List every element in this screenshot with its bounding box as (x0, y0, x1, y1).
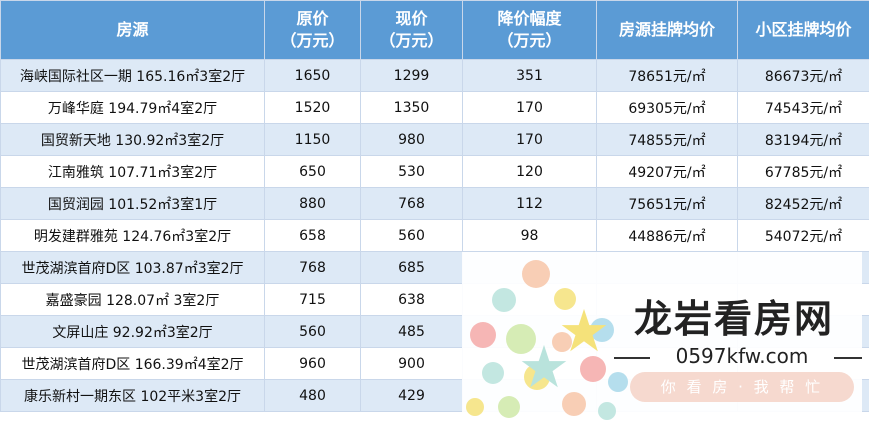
header-current-price: 现价 （万元） (360, 0, 463, 60)
cell-price-drop: 170 (462, 123, 597, 156)
cell-original-price: 880 (264, 187, 361, 220)
watermark-dot (492, 288, 516, 312)
cell-current-price: 1350 (360, 91, 463, 124)
cell-property: 江南雅筑 107.71㎡3室2厅 (0, 155, 265, 188)
cell-property: 国贸润园 101.52㎡3室1厅 (0, 187, 265, 220)
cell-original-price: 960 (264, 347, 361, 380)
cell-current-price: 485 (360, 315, 463, 348)
cell-listing-avg: 44886元/㎡ (596, 219, 738, 252)
cell-original-price: 658 (264, 219, 361, 252)
cell-property: 明发建群雅苑 124.76㎡3室2厅 (0, 219, 265, 252)
table-row: 国贸新天地 130.92㎡3室2厅 1150 980 170 74855元/㎡ 83194… (0, 123, 869, 156)
watermark-slogan: 你 看 房 · 我 帮 忙 (630, 372, 854, 402)
watermark-dot (522, 260, 550, 288)
table-row: 明发建群雅苑 124.76㎡3室2厅 658 560 98 44886元/㎡ 54072元… (0, 219, 869, 252)
table-row: 国贸润园 101.52㎡3室1厅 880 768 112 75651元/㎡ 82452元/… (0, 187, 869, 220)
cell-original-price: 560 (264, 315, 361, 348)
cell-listing-avg: 75651元/㎡ (596, 187, 738, 220)
cell-property: 海峡国际社区一期 165.16㎡3室2厅 (0, 59, 265, 92)
cell-property: 万峰华庭 194.79㎡4室2厅 (0, 91, 265, 124)
cell-original-price: 1150 (264, 123, 361, 156)
watermark-dot (608, 372, 628, 392)
watermark-dot (482, 362, 504, 384)
watermark-title: 龙岩看房网 (634, 297, 835, 341)
watermark-dot (552, 332, 572, 352)
cell-community-avg: 83194元/㎡ (737, 123, 869, 156)
watermark-dot (598, 402, 616, 420)
header-price-drop: 降价幅度 （万元） (462, 0, 597, 60)
header-listing-avg: 房源挂牌均价 (596, 0, 738, 60)
cell-price-drop: 120 (462, 155, 597, 188)
cell-current-price: 530 (360, 155, 463, 188)
watermark-dot (524, 364, 550, 390)
cell-original-price: 1520 (264, 91, 361, 124)
header-property: 房源 (0, 0, 265, 60)
watermark-dot (498, 396, 520, 418)
cell-current-price: 685 (360, 251, 463, 284)
cell-current-price: 560 (360, 219, 463, 252)
cell-original-price: 480 (264, 379, 361, 412)
cell-listing-avg: 78651元/㎡ (596, 59, 738, 92)
watermark-url: 0597kfw.com (614, 344, 862, 368)
cell-current-price: 768 (360, 187, 463, 220)
table-header-row: 房源 原价 （万元） 现价 （万元） 降价幅度 （万元） 房源挂牌均价 小区挂牌均价 (0, 0, 869, 60)
watermark-overlay: ★ ★ 龙岩看房网 0597kfw.com 你 看 房 · 我 帮 忙 (462, 252, 862, 424)
cell-current-price: 429 (360, 379, 463, 412)
cell-current-price: 638 (360, 283, 463, 316)
cell-listing-avg: 49207元/㎡ (596, 155, 738, 188)
cell-property: 世茂湖滨首府D区 103.87㎡3室2厅 (0, 251, 265, 284)
cell-listing-avg: 74855元/㎡ (596, 123, 738, 156)
cell-price-drop: 170 (462, 91, 597, 124)
cell-price-drop: 98 (462, 219, 597, 252)
watermark-dot (590, 318, 614, 342)
cell-original-price: 1650 (264, 59, 361, 92)
watermark-dot (554, 288, 576, 310)
cell-community-avg: 74543元/㎡ (737, 91, 869, 124)
table-row: 江南雅筑 107.71㎡3室2厅 650 530 120 49207元/㎡ 67785元/… (0, 155, 869, 188)
header-original-price: 原价 （万元） (264, 0, 361, 60)
watermark-dot (580, 356, 606, 382)
watermark-dot (470, 322, 496, 348)
cell-property: 国贸新天地 130.92㎡3室2厅 (0, 123, 265, 156)
watermark-dot (562, 392, 586, 416)
watermark-dot (506, 324, 536, 354)
cell-original-price: 715 (264, 283, 361, 316)
cell-current-price: 980 (360, 123, 463, 156)
cell-community-avg: 67785元/㎡ (737, 155, 869, 188)
watermark-dot (466, 398, 484, 416)
table-row: 万峰华庭 194.79㎡4室2厅 1520 1350 170 69305元/㎡ 74543… (0, 91, 869, 124)
header-community-avg: 小区挂牌均价 (737, 0, 869, 60)
watermark-star-icon: ★ (558, 297, 610, 365)
cell-property: 文屏山庄 92.92㎡3室2厅 (0, 315, 265, 348)
cell-community-avg: 54072元/㎡ (737, 219, 869, 252)
cell-price-drop: 112 (462, 187, 597, 220)
cell-property: 嘉盛豪园 128.07㎡ 3室2厅 (0, 283, 265, 316)
watermark-star-icon: ★ (518, 333, 570, 401)
cell-property: 康乐新村一期东区 102平米3室2厅 (0, 379, 265, 412)
cell-current-price: 900 (360, 347, 463, 380)
cell-listing-avg: 69305元/㎡ (596, 91, 738, 124)
cell-original-price: 768 (264, 251, 361, 284)
cell-property: 世茂湖滨首府D区 166.39㎡4室2厅 (0, 347, 265, 380)
cell-community-avg: 82452元/㎡ (737, 187, 869, 220)
cell-price-drop: 351 (462, 59, 597, 92)
cell-community-avg: 86673元/㎡ (737, 59, 869, 92)
cell-current-price: 1299 (360, 59, 463, 92)
cell-original-price: 650 (264, 155, 361, 188)
table-row: 海峡国际社区一期 165.16㎡3室2厅 1650 1299 351 78651元/㎡ 8… (0, 59, 869, 92)
